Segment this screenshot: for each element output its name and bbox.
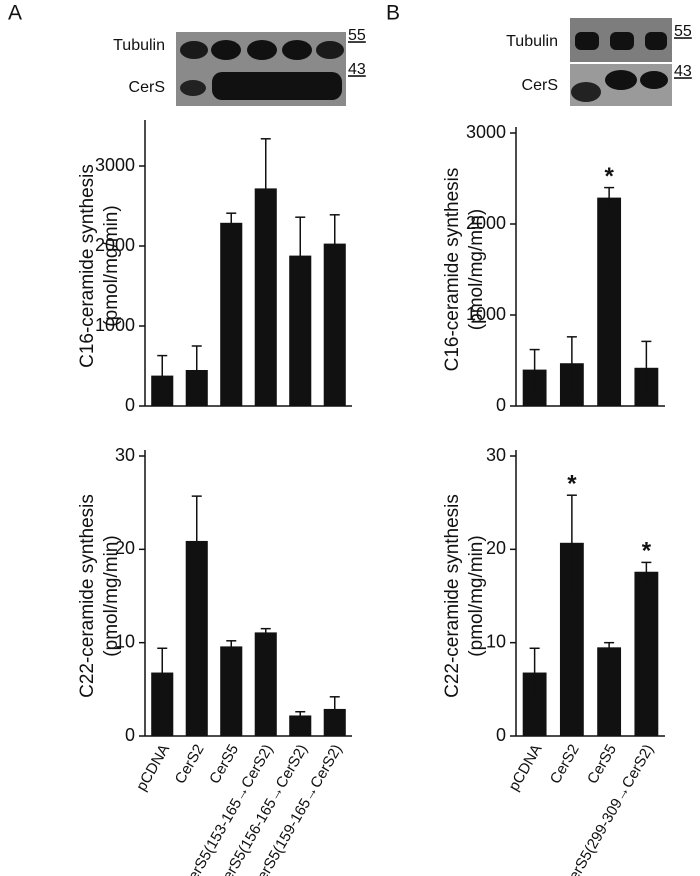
x-tick-label: pCDNA [133, 741, 173, 794]
bar [220, 646, 243, 736]
mw-marker: 55 [674, 23, 692, 40]
y-tick-label: 10 [115, 631, 135, 651]
bar [289, 715, 312, 736]
y-tick-label: 3000 [95, 155, 135, 175]
y-axis-label: C16-ceramide synthesis [442, 168, 463, 372]
error-bar [191, 495, 202, 586]
y-tick-label: 2000 [95, 235, 135, 255]
error-bar [529, 348, 540, 390]
x-tick-label: CerS5 [206, 741, 242, 786]
blot-image [176, 32, 346, 106]
y-axis-label: (pmol/mg/min) [101, 205, 122, 326]
error-bar [260, 138, 271, 238]
error-bar [641, 340, 652, 395]
bar [289, 255, 312, 406]
error-bar [260, 627, 271, 637]
bar [185, 540, 208, 736]
y-tick-label: 3000 [466, 122, 506, 142]
bar [323, 708, 346, 736]
error-bar [191, 345, 202, 394]
bar [254, 188, 277, 406]
error-bar [295, 216, 306, 294]
y-tick-label: 20 [115, 538, 135, 558]
error-bar [566, 494, 577, 591]
x-tick-label: CerS5 [584, 741, 620, 786]
error-bar [566, 336, 577, 390]
bar [634, 571, 659, 736]
significance-star: * [642, 538, 652, 565]
bar [323, 243, 346, 406]
y-axis-label: C16-ceramide synthesis [77, 164, 98, 368]
y-tick-label: 10 [486, 631, 506, 651]
bar [220, 222, 243, 406]
error-bar [641, 561, 652, 582]
y-tick-label: 0 [496, 725, 506, 745]
y-axis-label: (pmol/mg/min) [466, 209, 487, 330]
error-bar [295, 710, 306, 720]
y-tick-label: 20 [486, 538, 506, 558]
significance-star: * [604, 163, 614, 190]
blot-row-label: CerS [522, 77, 558, 94]
blot-row-label: Tubulin [506, 33, 558, 50]
y-tick-label: 0 [125, 395, 135, 415]
y-tick-label: 30 [486, 445, 506, 465]
error-bar [157, 354, 168, 396]
panel-label: A [8, 2, 22, 25]
error-bar [604, 186, 615, 208]
blot-row-label: Tubulin [113, 37, 165, 54]
x-tick-label: CerS2 [172, 741, 208, 786]
y-tick-label: 0 [496, 395, 506, 415]
y-tick-label: 0 [125, 725, 135, 745]
bar [254, 632, 277, 736]
bar [522, 672, 547, 736]
error-bar [529, 647, 540, 697]
bar [151, 672, 174, 736]
y-tick-label: 1000 [95, 315, 135, 335]
panel-label: B [386, 2, 400, 25]
bar [597, 647, 622, 736]
mw-marker: 55 [348, 27, 366, 44]
error-bar [226, 640, 237, 652]
error-bar [226, 212, 237, 233]
y-axis-label: (pmol/mg/min) [466, 535, 487, 656]
y-tick-label: 30 [115, 445, 135, 465]
significance-star: * [567, 471, 577, 498]
y-axis-label: (pmol/mg/min) [101, 535, 122, 656]
bar [597, 197, 622, 406]
y-tick-label: 2000 [466, 213, 506, 233]
x-tick-label: CerS2 [547, 741, 583, 786]
mw-marker: 43 [348, 61, 366, 78]
error-bar [329, 214, 340, 273]
mw-marker: 43 [674, 63, 692, 80]
y-tick-label: 1000 [466, 304, 506, 324]
blot-row-label: CerS [129, 79, 165, 96]
blot-image [570, 18, 672, 106]
y-axis-label: C22-ceramide synthesis [77, 494, 98, 698]
y-axis-label: C22-ceramide synthesis [442, 494, 463, 698]
error-bar [604, 641, 615, 652]
error-bar [329, 696, 340, 722]
x-tick-label: pCDNA [505, 741, 545, 794]
error-bar [157, 647, 168, 697]
bar [559, 542, 584, 736]
